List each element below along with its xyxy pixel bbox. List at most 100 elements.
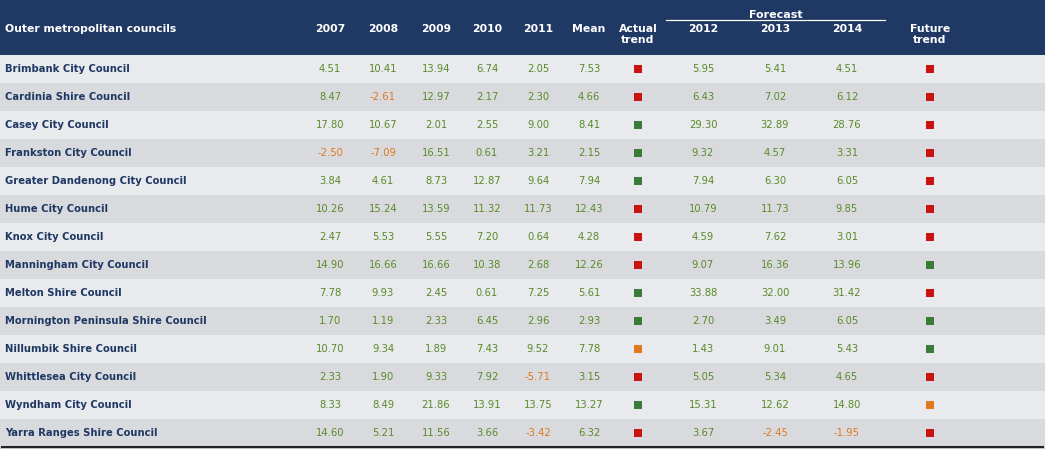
Text: 4.28: 4.28 bbox=[578, 232, 600, 242]
Text: 7.94: 7.94 bbox=[578, 176, 600, 186]
Text: 0.64: 0.64 bbox=[527, 232, 549, 242]
Bar bbox=[926, 233, 934, 241]
Text: Melton Shire Council: Melton Shire Council bbox=[5, 288, 121, 298]
Text: 9.34: 9.34 bbox=[372, 344, 394, 354]
Text: Casey City Council: Casey City Council bbox=[5, 120, 109, 130]
Text: 10.67: 10.67 bbox=[369, 120, 397, 130]
Bar bbox=[0, 363, 1045, 391]
Text: 31.42: 31.42 bbox=[833, 288, 861, 298]
Text: 14.90: 14.90 bbox=[316, 260, 344, 270]
Text: 4.66: 4.66 bbox=[578, 92, 600, 102]
Text: -2.50: -2.50 bbox=[317, 148, 343, 158]
Text: 28.76: 28.76 bbox=[833, 120, 861, 130]
Text: 5.21: 5.21 bbox=[372, 428, 394, 438]
Text: 9.64: 9.64 bbox=[527, 176, 549, 186]
Text: 12.26: 12.26 bbox=[575, 260, 603, 270]
Text: 21.86: 21.86 bbox=[422, 400, 450, 410]
Text: 2.05: 2.05 bbox=[527, 64, 549, 74]
Text: 1.70: 1.70 bbox=[319, 316, 341, 326]
Bar bbox=[634, 261, 642, 269]
Bar bbox=[0, 279, 1045, 307]
Text: 9.52: 9.52 bbox=[527, 344, 550, 354]
Text: 3.67: 3.67 bbox=[692, 428, 714, 438]
Text: 5.34: 5.34 bbox=[764, 372, 786, 382]
Text: 9.01: 9.01 bbox=[764, 344, 786, 354]
Text: 15.24: 15.24 bbox=[369, 204, 397, 214]
Text: 8.73: 8.73 bbox=[425, 176, 447, 186]
Text: Mornington Peninsula Shire Council: Mornington Peninsula Shire Council bbox=[5, 316, 207, 326]
Text: 11.73: 11.73 bbox=[761, 204, 789, 214]
Text: Yarra Ranges Shire Council: Yarra Ranges Shire Council bbox=[5, 428, 158, 438]
Text: 2.30: 2.30 bbox=[527, 92, 549, 102]
Text: 33.88: 33.88 bbox=[689, 288, 717, 298]
Text: 3.66: 3.66 bbox=[475, 428, 498, 438]
Text: 11.56: 11.56 bbox=[421, 428, 450, 438]
Bar bbox=[0, 195, 1045, 223]
Text: 4.51: 4.51 bbox=[319, 64, 341, 74]
Text: 9.00: 9.00 bbox=[527, 120, 549, 130]
Text: 5.05: 5.05 bbox=[692, 372, 714, 382]
Text: Whittlesea City Council: Whittlesea City Council bbox=[5, 372, 136, 382]
Text: 5.43: 5.43 bbox=[836, 344, 858, 354]
Text: 7.92: 7.92 bbox=[475, 372, 498, 382]
Text: 14.60: 14.60 bbox=[316, 428, 344, 438]
Bar bbox=[926, 177, 934, 185]
Text: 10.26: 10.26 bbox=[316, 204, 344, 214]
Text: Wyndham City Council: Wyndham City Council bbox=[5, 400, 132, 410]
Text: -1.95: -1.95 bbox=[834, 428, 860, 438]
Text: Manningham City Council: Manningham City Council bbox=[5, 260, 148, 270]
Bar bbox=[634, 121, 642, 129]
Text: 1.89: 1.89 bbox=[425, 344, 447, 354]
Text: Actual
trend: Actual trend bbox=[619, 24, 657, 45]
Bar bbox=[0, 167, 1045, 195]
Text: Forecast: Forecast bbox=[748, 10, 803, 20]
Text: 3.49: 3.49 bbox=[764, 316, 786, 326]
Text: 0.61: 0.61 bbox=[475, 148, 498, 158]
Bar bbox=[634, 65, 642, 73]
Bar bbox=[926, 205, 934, 213]
Text: 5.55: 5.55 bbox=[425, 232, 447, 242]
Text: 16.66: 16.66 bbox=[421, 260, 450, 270]
Text: 6.05: 6.05 bbox=[836, 176, 858, 186]
Text: 16.36: 16.36 bbox=[761, 260, 789, 270]
Bar bbox=[926, 317, 934, 325]
Text: 2.15: 2.15 bbox=[578, 148, 600, 158]
Text: 9.93: 9.93 bbox=[372, 288, 394, 298]
Text: -2.45: -2.45 bbox=[762, 428, 788, 438]
Text: 7.94: 7.94 bbox=[692, 176, 714, 186]
Bar bbox=[0, 0, 1045, 55]
Text: 5.53: 5.53 bbox=[372, 232, 394, 242]
Text: 3.84: 3.84 bbox=[319, 176, 341, 186]
Text: 10.38: 10.38 bbox=[472, 260, 502, 270]
Text: 2010: 2010 bbox=[472, 24, 502, 34]
Text: 8.49: 8.49 bbox=[372, 400, 394, 410]
Text: 2008: 2008 bbox=[368, 24, 398, 34]
Bar bbox=[926, 149, 934, 157]
Text: 16.51: 16.51 bbox=[421, 148, 450, 158]
Text: 3.21: 3.21 bbox=[527, 148, 549, 158]
Text: 11.73: 11.73 bbox=[524, 204, 553, 214]
Text: 2.68: 2.68 bbox=[527, 260, 549, 270]
Text: Outer metropolitan councils: Outer metropolitan councils bbox=[5, 24, 177, 34]
Text: 6.74: 6.74 bbox=[475, 64, 498, 74]
Text: 15.31: 15.31 bbox=[689, 400, 717, 410]
Text: 3.31: 3.31 bbox=[836, 148, 858, 158]
Text: 2.70: 2.70 bbox=[692, 316, 714, 326]
Bar bbox=[634, 233, 642, 241]
Text: 5.41: 5.41 bbox=[764, 64, 786, 74]
Text: 2.01: 2.01 bbox=[425, 120, 447, 130]
Text: 9.07: 9.07 bbox=[692, 260, 714, 270]
Text: 4.59: 4.59 bbox=[692, 232, 714, 242]
Bar bbox=[634, 93, 642, 101]
Bar bbox=[0, 251, 1045, 279]
Text: 7.43: 7.43 bbox=[475, 344, 498, 354]
Text: Future
trend: Future trend bbox=[910, 24, 950, 45]
Text: 7.53: 7.53 bbox=[578, 64, 600, 74]
Text: 14.80: 14.80 bbox=[833, 400, 861, 410]
Text: 11.32: 11.32 bbox=[472, 204, 502, 214]
Text: 5.95: 5.95 bbox=[692, 64, 714, 74]
Text: 29.30: 29.30 bbox=[689, 120, 717, 130]
Text: 9.85: 9.85 bbox=[836, 204, 858, 214]
Text: 6.05: 6.05 bbox=[836, 316, 858, 326]
Bar bbox=[634, 429, 642, 437]
